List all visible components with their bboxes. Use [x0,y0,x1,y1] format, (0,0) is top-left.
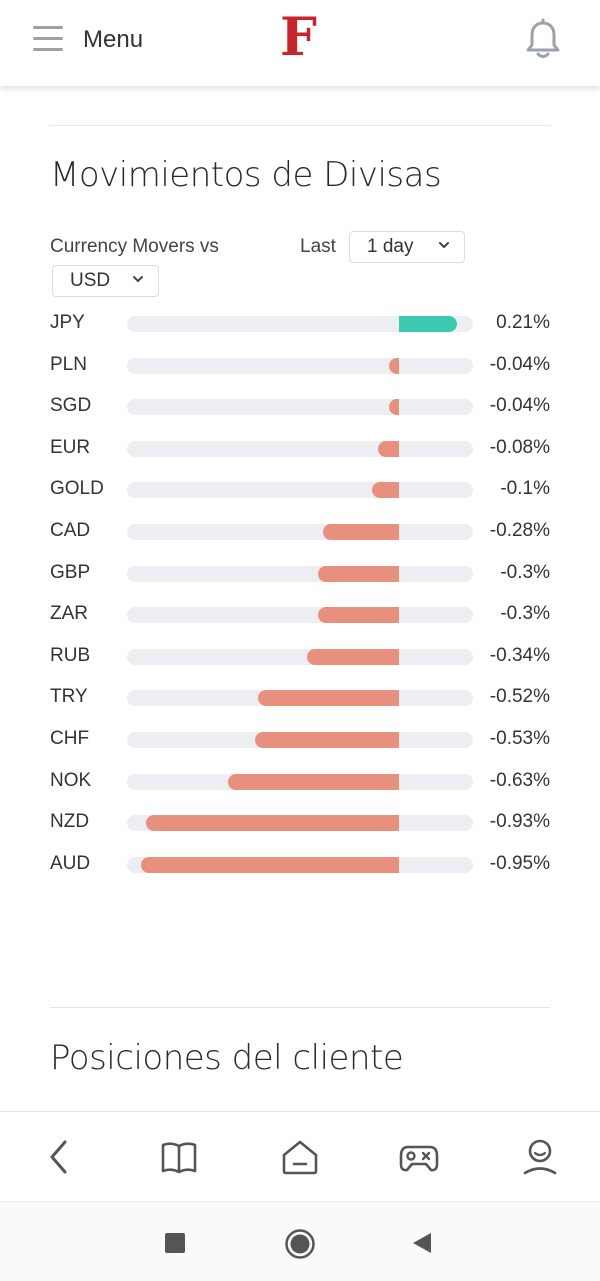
bar-track [127,815,473,832]
change-percent: -0.1% [500,478,550,500]
chevron-down-icon [133,276,143,282]
base-currency-value: USD [70,270,111,291]
currency-row-rub: RUB -0.34% [50,641,550,671]
change-percent: -0.34% [489,644,550,666]
section-divider [50,125,550,126]
bar-track [127,440,473,457]
bar-track [127,773,473,790]
recent-apps-icon[interactable] [164,1232,186,1254]
bar-track [127,690,473,707]
change-bar [388,357,400,374]
currency-row-try: TRY -0.52% [50,682,550,712]
currency-code: AUD [50,852,91,874]
currency-row-jpy: JPY 0.21% [50,308,550,338]
period-select-value: 1 day [367,236,414,257]
currency-code: RUB [50,644,91,666]
currency-row-gbp: GBP -0.3% [50,558,550,588]
change-bar [317,565,400,582]
filter-label: Currency Movers vs [50,236,219,257]
bell-icon[interactable] [524,18,562,60]
change-percent: -0.52% [489,686,550,708]
section-title-client-positions: Posiciones del cliente [50,1038,404,1078]
bar-track [127,357,473,374]
change-percent: -0.08% [489,436,550,458]
change-percent: -0.63% [489,769,550,791]
change-percent: -0.28% [489,520,550,541]
currency-row-aud: AUD -0.95% [50,849,550,879]
currency-code: ZAR [50,603,88,625]
section-title-currency-movers: Movimientos de Divisas [50,155,442,195]
change-bar [399,316,457,332]
currency-row-pln: PLN -0.04% [50,350,550,380]
bar-track [127,856,473,873]
change-bar [317,607,400,624]
bar-track [127,399,473,416]
change-percent: -0.04% [489,353,550,375]
change-bar [306,648,400,665]
change-percent: -0.95% [489,852,550,874]
currency-code: JPY [50,312,85,333]
bar-track [127,607,473,624]
bar-track [127,565,473,582]
hamburger-menu-icon[interactable] [33,26,63,52]
menu-label[interactable]: Menu [83,26,144,53]
chevron-left-icon[interactable] [38,1136,80,1178]
home-button-icon[interactable] [284,1228,316,1260]
currency-row-chf: CHF -0.53% [50,724,550,754]
section-divider [50,1007,550,1008]
home-icon[interactable] [279,1136,321,1178]
change-bar [146,815,400,832]
change-bar [323,524,400,540]
currency-code: NOK [50,769,92,791]
bar-track [127,524,473,540]
user-icon[interactable] [519,1136,561,1178]
currency-code: TRY [50,686,88,708]
change-percent: -0.93% [489,811,550,833]
app-header: Menu F [0,0,600,86]
currency-code: PLN [50,353,87,375]
change-bar [388,399,400,416]
base-currency-select[interactable]: USD [52,265,159,297]
currency-row-nzd: NZD -0.93% [50,807,550,837]
brand-logo[interactable]: F [280,7,317,68]
change-bar [372,482,400,499]
gamepad-icon[interactable] [398,1136,440,1178]
currency-row-sgd: SGD -0.04% [50,391,550,421]
bar-track [127,648,473,665]
currency-row-gold: GOLD -0.1% [50,474,550,504]
change-bar [377,440,400,457]
currency-row-nok: NOK -0.63% [50,766,550,796]
system-navigation-bar [0,1201,600,1281]
currency-code: CHF [50,728,90,749]
change-percent: -0.04% [489,395,550,417]
bar-track [127,316,473,332]
back-button-icon[interactable] [410,1231,434,1255]
chevron-down-icon [439,242,449,248]
book-icon[interactable] [158,1136,200,1178]
currency-row-zar: ZAR -0.3% [50,599,550,629]
currency-code: NZD [50,811,90,833]
currency-row-eur: EUR -0.08% [50,433,550,463]
currency-row-cad: CAD -0.28% [50,516,550,546]
bar-track [127,482,473,499]
period-select[interactable]: 1 day [349,231,465,263]
change-bar [140,856,400,873]
change-percent: -0.53% [489,728,550,749]
period-label: Last [300,236,336,257]
bar-track [127,732,473,748]
bottom-navigation [0,1111,600,1201]
change-percent: -0.3% [500,603,550,625]
currency-code: SGD [50,395,92,417]
currency-code: GBP [50,561,91,583]
currency-code: EUR [50,436,91,458]
change-percent: 0.21% [496,312,550,333]
currency-code: CAD [50,520,91,541]
change-percent: -0.3% [500,561,550,583]
change-bar [257,690,400,707]
change-bar [255,732,400,748]
change-bar [227,773,400,790]
currency-code: GOLD [50,478,104,500]
